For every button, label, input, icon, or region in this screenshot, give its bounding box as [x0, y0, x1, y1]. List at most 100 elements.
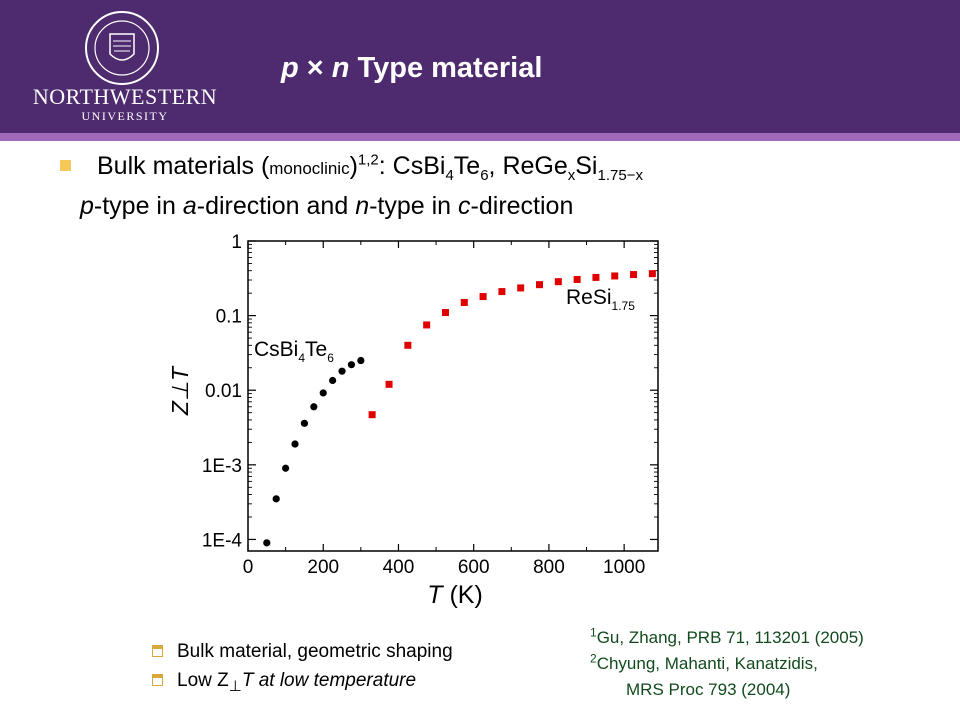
- point-resi175-9: [536, 281, 544, 289]
- b1-s2: 6: [480, 167, 489, 184]
- sub-bullet-2-sub: ⊥: [228, 677, 242, 695]
- series-label-csbi4te6-part-0: CsBi: [254, 338, 298, 361]
- point-resi175-3: [423, 321, 431, 329]
- bullet-bulk-materials: Bulk materials (monoclinic)1,2: CsBi4Te6…: [60, 151, 643, 184]
- bullet-square-icon: [60, 159, 71, 171]
- ref-3: MRS Proc 793 (2004): [590, 677, 864, 703]
- point-resi175-15: [648, 270, 656, 278]
- header-bar: NORTHWESTERN UNIVERSITY p × n Type mater…: [0, 0, 960, 133]
- y-tick-label-1: 1E-3: [202, 456, 242, 477]
- point-csbi4te6-0: [263, 539, 271, 547]
- b1-s4: 1.75−x: [597, 167, 643, 184]
- point-resi175-1: [385, 380, 393, 388]
- b1-s1: 4: [445, 167, 454, 184]
- chart-plot-group: 0 200 400 600 800 1000 1E-4 1E-3 0.01 0.1 1 T (K) Z⊥…: [170, 232, 659, 609]
- sub-bullet-2: Low Z⊥T at low temperature: [152, 666, 453, 695]
- x-axis-label-t: T: [427, 581, 444, 609]
- b1-sup: 1,2: [357, 151, 379, 169]
- sub-bullets: Bulk material, geometric shaping Low Z⊥T…: [152, 637, 453, 695]
- point-resi175-8: [517, 284, 525, 292]
- series-label-resi-part-0: ReSi: [566, 286, 612, 309]
- b1-te: Te: [453, 152, 481, 180]
- x-tick-label-4: 800: [533, 557, 565, 578]
- point-resi175-4: [441, 309, 449, 317]
- ref-2-text: Chyung, Mahanti, Kanatzidis,: [596, 654, 818, 673]
- point-csbi4te6-9: [347, 361, 356, 369]
- point-resi175-0: [368, 411, 376, 419]
- b1-s3: x: [567, 167, 576, 184]
- point-csbi4te6-1: [272, 495, 280, 503]
- sub-bullet-icon: [152, 644, 163, 657]
- point-csbi4te6-8: [338, 367, 346, 375]
- title-rest: Type material: [349, 52, 543, 84]
- point-resi175-11: [573, 275, 581, 283]
- x-tick-label-3: 600: [458, 557, 490, 578]
- ref-1: 1Gu, Zhang, PRB 71, 113201 (2005): [590, 625, 864, 651]
- y-tick-label-0: 1E-4: [202, 530, 243, 551]
- l2-t1: -type in: [93, 192, 183, 220]
- references: 1Gu, Zhang, PRB 71, 113201 (2005) 2Chyun…: [590, 625, 864, 703]
- ref-3-text: MRS Proc 793 (2004): [626, 680, 791, 699]
- series-label-resi: ReSi1.75: [566, 286, 635, 313]
- header-rule: [0, 133, 960, 141]
- y-axis-label: Z⊥T: [170, 365, 193, 416]
- point-csbi4te6-3: [291, 440, 299, 448]
- b1-close: ): [349, 152, 358, 180]
- point-csbi4te6-6: [319, 389, 327, 397]
- series-label-csbi4te6-part-3: 6: [327, 351, 334, 365]
- logo-name: NORTHWESTERN: [32, 84, 218, 109]
- y-tick-label-2: 0.01: [205, 381, 242, 402]
- point-csbi4te6-10: [357, 356, 365, 365]
- b1-lead: Bulk materials (: [97, 152, 270, 180]
- ref-2: 2Chyung, Mahanti, Kanatzidis,: [590, 651, 864, 677]
- x-tick-label-5: 1000: [603, 557, 645, 578]
- l2-p: p: [80, 192, 94, 220]
- point-resi175-2: [404, 341, 412, 349]
- l2-t3: -type in: [369, 192, 459, 220]
- b1-comma: , ReGe: [488, 152, 568, 180]
- sub-bullet-2-rest: T at low temperature: [241, 670, 417, 691]
- x-axis-label: T (K): [427, 581, 483, 609]
- sub-bullet-1-text: Bulk material, geometric shaping: [177, 641, 453, 662]
- point-csbi4te6-4: [300, 419, 309, 427]
- logo-subtitle: UNIVERSITY: [81, 109, 169, 123]
- l2-c: c: [458, 192, 471, 220]
- l2-t4: -direction: [470, 192, 574, 220]
- y-tick-label-4: 1: [231, 232, 242, 253]
- logo-wordmark: NORTHWESTERN UNIVERSITY: [30, 84, 220, 124]
- sub-bullet-1: Bulk material, geometric shaping: [152, 637, 453, 666]
- point-csbi4te6-7: [329, 376, 337, 385]
- x-tick-label-0: 0: [243, 557, 254, 578]
- title-times: ×: [298, 52, 332, 84]
- point-resi175-14: [630, 271, 638, 279]
- x-axis-label-unit: (K): [443, 581, 483, 609]
- point-csbi4te6-2: [282, 464, 290, 472]
- b1-paren: monoclinic: [269, 159, 350, 178]
- ref-1-sup: 1: [590, 625, 597, 640]
- series-label-resi-part-1: 1.75: [612, 299, 636, 313]
- ref-2-sup: 2: [590, 651, 597, 666]
- b1-colon: : CsBi: [378, 152, 446, 180]
- x-tick-label-2: 400: [383, 557, 415, 578]
- point-csbi4te6-5: [310, 403, 318, 411]
- x-tick-label-1: 200: [307, 557, 339, 578]
- title-n: n: [331, 52, 350, 84]
- bullet-direction-line: p-type in a-direction and n-type in c-di…: [80, 192, 573, 221]
- point-resi175-5: [460, 298, 468, 306]
- point-resi175-10: [554, 278, 562, 286]
- l2-t2: -direction and: [196, 192, 356, 220]
- slide-title: p × n Type material: [281, 52, 542, 85]
- point-resi175-6: [479, 293, 487, 301]
- zt-chart: 0 200 400 600 800 1000 1E-4 1E-3 0.01 0.1 1 T (K) Z⊥…: [170, 232, 659, 609]
- point-resi175-7: [498, 288, 506, 296]
- ref-1-text: Gu, Zhang, PRB 71, 113201 (2005): [596, 628, 864, 647]
- university-seal-icon: [85, 11, 159, 85]
- point-resi175-12: [592, 273, 600, 281]
- series-label-csbi4te6: CsBi4Te6: [254, 338, 334, 365]
- series-label-csbi4te6-part-2: Te: [305, 338, 327, 361]
- series-label-csbi4te6-part-1: 4: [298, 351, 305, 365]
- b1-si: Si: [575, 152, 598, 180]
- y-tick-label-3: 0.1: [216, 307, 242, 328]
- sub-bullet-2-lead: Low Z: [177, 670, 229, 691]
- l2-a: a: [182, 192, 197, 220]
